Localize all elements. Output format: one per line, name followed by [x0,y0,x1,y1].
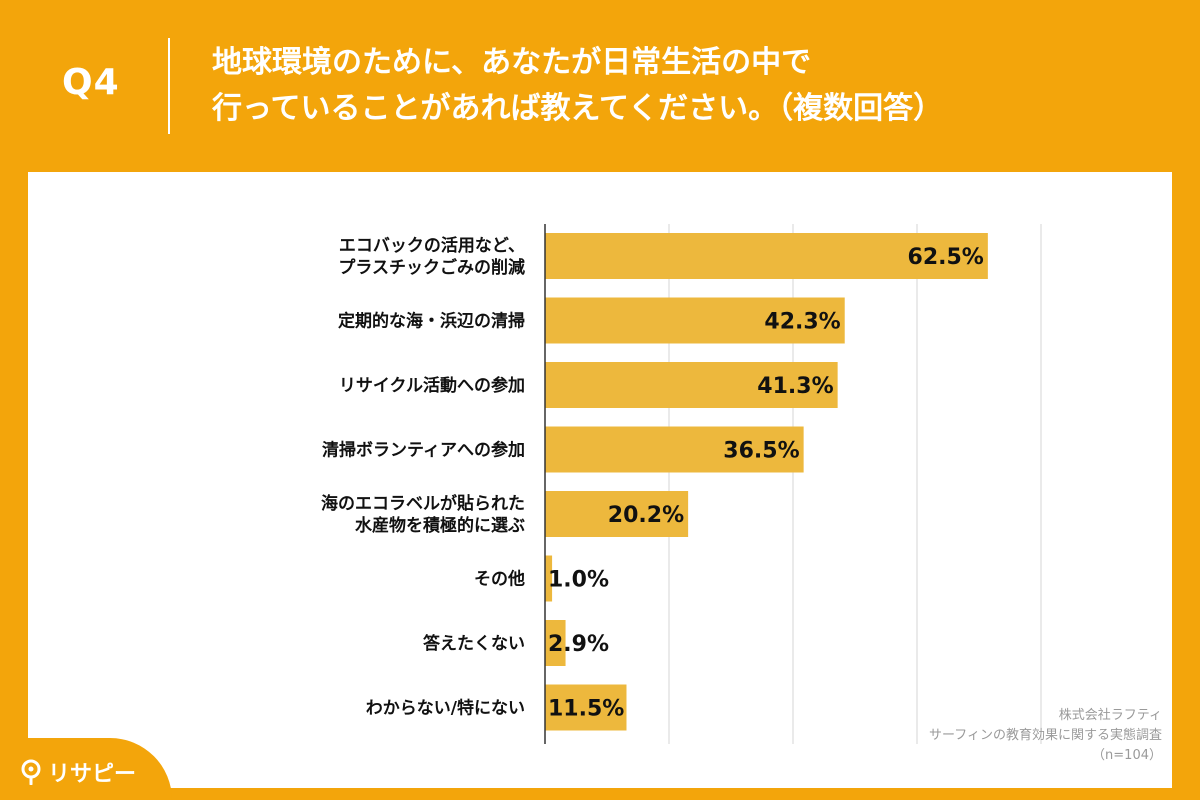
data-label: 2.9% [548,632,609,657]
data-label: 1.0% [548,568,609,593]
bar [545,426,804,473]
category-label: 定期的な海・浜辺の清掃 [338,311,525,332]
chart-panel: 62.5% エコバックの活用など、 プラスチックごみの削減 42.3% 定期的な海・浜辺… [28,172,1172,788]
bar [545,555,553,602]
source-sample: （n=104） [1092,748,1162,763]
source-survey: サーフィンの教育効果に関する実態調査 [929,728,1162,743]
data-label: 20.2% [608,503,684,528]
data-label: 11.5% [548,697,624,722]
category-label: 水産物を積極的に選ぶ [355,515,525,536]
bar-chart: 62.5% エコバックの活用など、プラスチックごみの削減 42.3% 定期的な海・浜辺… [321,224,1042,744]
question-title-line-1: 地球環境のために、あなたが日常生活の中で [212,45,812,80]
data-label: 42.3% [764,310,840,335]
bar [545,491,689,537]
data-label: 36.5% [723,439,799,464]
bar [545,297,845,344]
category-label: その他 [474,569,525,590]
category-label: エコバックの活用など、 [339,235,525,256]
question-header: Q4 地球環境のために、あなたが日常生活の中で 行っていることがあれば教えてくだ… [0,0,1200,170]
data-label: 62.5% [908,245,984,270]
bar [545,362,838,408]
category-label: 清掃ボランティアへの参加 [322,440,525,461]
category-label: プラスチックごみの削減 [338,257,525,278]
source-company: 株式会社ラフティ [1058,708,1162,723]
bar [545,620,566,666]
question-number: Q4 [62,62,120,103]
category-label: 海のエコラベルが貼られた [321,493,525,514]
bar [545,233,988,279]
logo-text: リサピー [48,762,137,787]
question-title: 地球環境のために、あなたが日常生活の中で 行っていることがあれば教えてください。… [212,40,1172,132]
pin-icon [21,759,41,785]
bar [545,684,627,731]
category-label: 答えたくない [423,633,525,654]
data-label: 41.3% [757,374,833,399]
category-label: わからない/特にない [366,698,525,719]
question-title-line-2: 行っていることがあれば教えてください。（複数回答） [212,91,944,126]
brand-logo: リサピー [20,756,136,788]
category-label: リサイクル活動への参加 [339,375,525,396]
source-note: 株式会社ラフティ サーフィンの教育効果に関する実態調査 （n=104） [929,706,1162,766]
header-divider [168,38,170,134]
